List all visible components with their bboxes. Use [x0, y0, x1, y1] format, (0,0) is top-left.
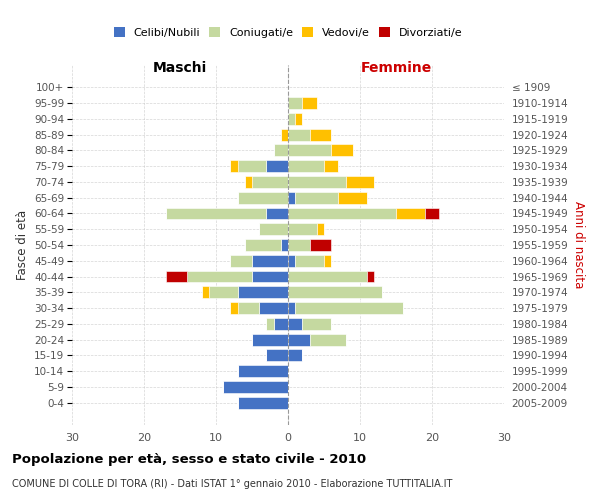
Bar: [288, 192, 295, 203]
Bar: [324, 160, 338, 172]
Bar: [396, 208, 425, 220]
Bar: [252, 270, 288, 282]
Bar: [259, 302, 288, 314]
Bar: [425, 208, 439, 220]
Bar: [202, 286, 209, 298]
Bar: [223, 381, 288, 393]
Bar: [238, 366, 288, 377]
Bar: [259, 224, 288, 235]
Bar: [346, 176, 374, 188]
Bar: [281, 239, 288, 251]
Bar: [288, 113, 295, 124]
Bar: [230, 302, 238, 314]
Bar: [310, 239, 331, 251]
Bar: [288, 270, 367, 282]
Y-axis label: Anni di nascita: Anni di nascita: [572, 202, 585, 288]
Bar: [288, 286, 382, 298]
Bar: [238, 286, 288, 298]
Bar: [295, 113, 302, 124]
Bar: [331, 144, 353, 156]
Bar: [288, 350, 302, 362]
Bar: [238, 302, 259, 314]
Bar: [288, 208, 396, 220]
Bar: [324, 255, 331, 266]
Bar: [281, 128, 288, 140]
Bar: [166, 208, 266, 220]
Text: COMUNE DI COLLE DI TORA (RI) - Dati ISTAT 1° gennaio 2010 - Elaborazione TUTTITA: COMUNE DI COLLE DI TORA (RI) - Dati ISTA…: [12, 479, 452, 489]
Bar: [288, 176, 346, 188]
Bar: [295, 255, 324, 266]
Bar: [295, 192, 338, 203]
Bar: [302, 318, 331, 330]
Bar: [338, 192, 367, 203]
Bar: [266, 160, 288, 172]
Bar: [310, 334, 346, 345]
Bar: [317, 224, 324, 235]
Bar: [209, 286, 238, 298]
Bar: [295, 302, 403, 314]
Bar: [288, 160, 324, 172]
Bar: [288, 224, 317, 235]
Bar: [288, 144, 331, 156]
Bar: [310, 128, 331, 140]
Y-axis label: Fasce di età: Fasce di età: [16, 210, 29, 280]
Bar: [252, 334, 288, 345]
Bar: [187, 270, 252, 282]
Bar: [288, 128, 310, 140]
Bar: [288, 318, 302, 330]
Bar: [230, 255, 252, 266]
Bar: [238, 192, 288, 203]
Bar: [238, 160, 266, 172]
Bar: [367, 270, 374, 282]
Bar: [266, 208, 288, 220]
Bar: [288, 255, 295, 266]
Bar: [288, 302, 295, 314]
Bar: [245, 239, 281, 251]
Bar: [274, 318, 288, 330]
Bar: [252, 255, 288, 266]
Text: Popolazione per età, sesso e stato civile - 2010: Popolazione per età, sesso e stato civil…: [12, 452, 366, 466]
Bar: [288, 334, 310, 345]
Bar: [266, 318, 274, 330]
Bar: [245, 176, 252, 188]
Bar: [274, 144, 288, 156]
Bar: [266, 350, 288, 362]
Bar: [166, 270, 187, 282]
Legend: Celibi/Nubili, Coniugati/e, Vedovi/e, Divorziati/e: Celibi/Nubili, Coniugati/e, Vedovi/e, Di…: [113, 28, 463, 38]
Bar: [302, 97, 317, 109]
Bar: [230, 160, 238, 172]
Bar: [252, 176, 288, 188]
Bar: [288, 239, 310, 251]
Text: Maschi: Maschi: [153, 62, 207, 76]
Bar: [288, 97, 302, 109]
Text: Femmine: Femmine: [361, 62, 431, 76]
Bar: [238, 397, 288, 408]
